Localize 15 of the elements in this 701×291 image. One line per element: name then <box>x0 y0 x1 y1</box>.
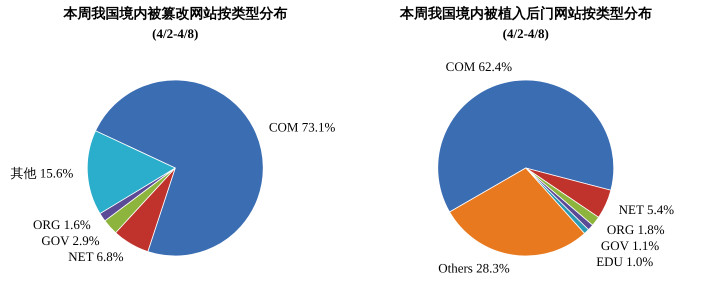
chart-subtitle: (4/2-4/8) <box>502 26 549 41</box>
slice-label: Others 28.3% <box>438 260 510 276</box>
slice-label: GOV 1.1% <box>600 238 660 253</box>
slice-label: NET 5.4% <box>618 202 674 218</box>
slice-label: EDU 1.0% <box>596 254 654 269</box>
slice-label: ORG 1.6% <box>32 217 91 232</box>
chart-title: 本周我国境内被植入后门网站按类型分布 <box>398 5 652 22</box>
chart-title: 本周我国境内被篡改网站按类型分布 <box>62 5 288 22</box>
slice-label: GOV 2.9% <box>41 233 100 248</box>
slice-label: COM 73.1% <box>268 119 336 134</box>
slice-label: COM 62.4% <box>446 58 512 74</box>
chart-subtitle: (4/2-4/8) <box>152 26 198 41</box>
slice-label: NET 6.8% <box>68 249 124 264</box>
slice-label: 其他 15.6% <box>10 165 74 180</box>
slice-label: ORG 1.8% <box>606 222 665 237</box>
